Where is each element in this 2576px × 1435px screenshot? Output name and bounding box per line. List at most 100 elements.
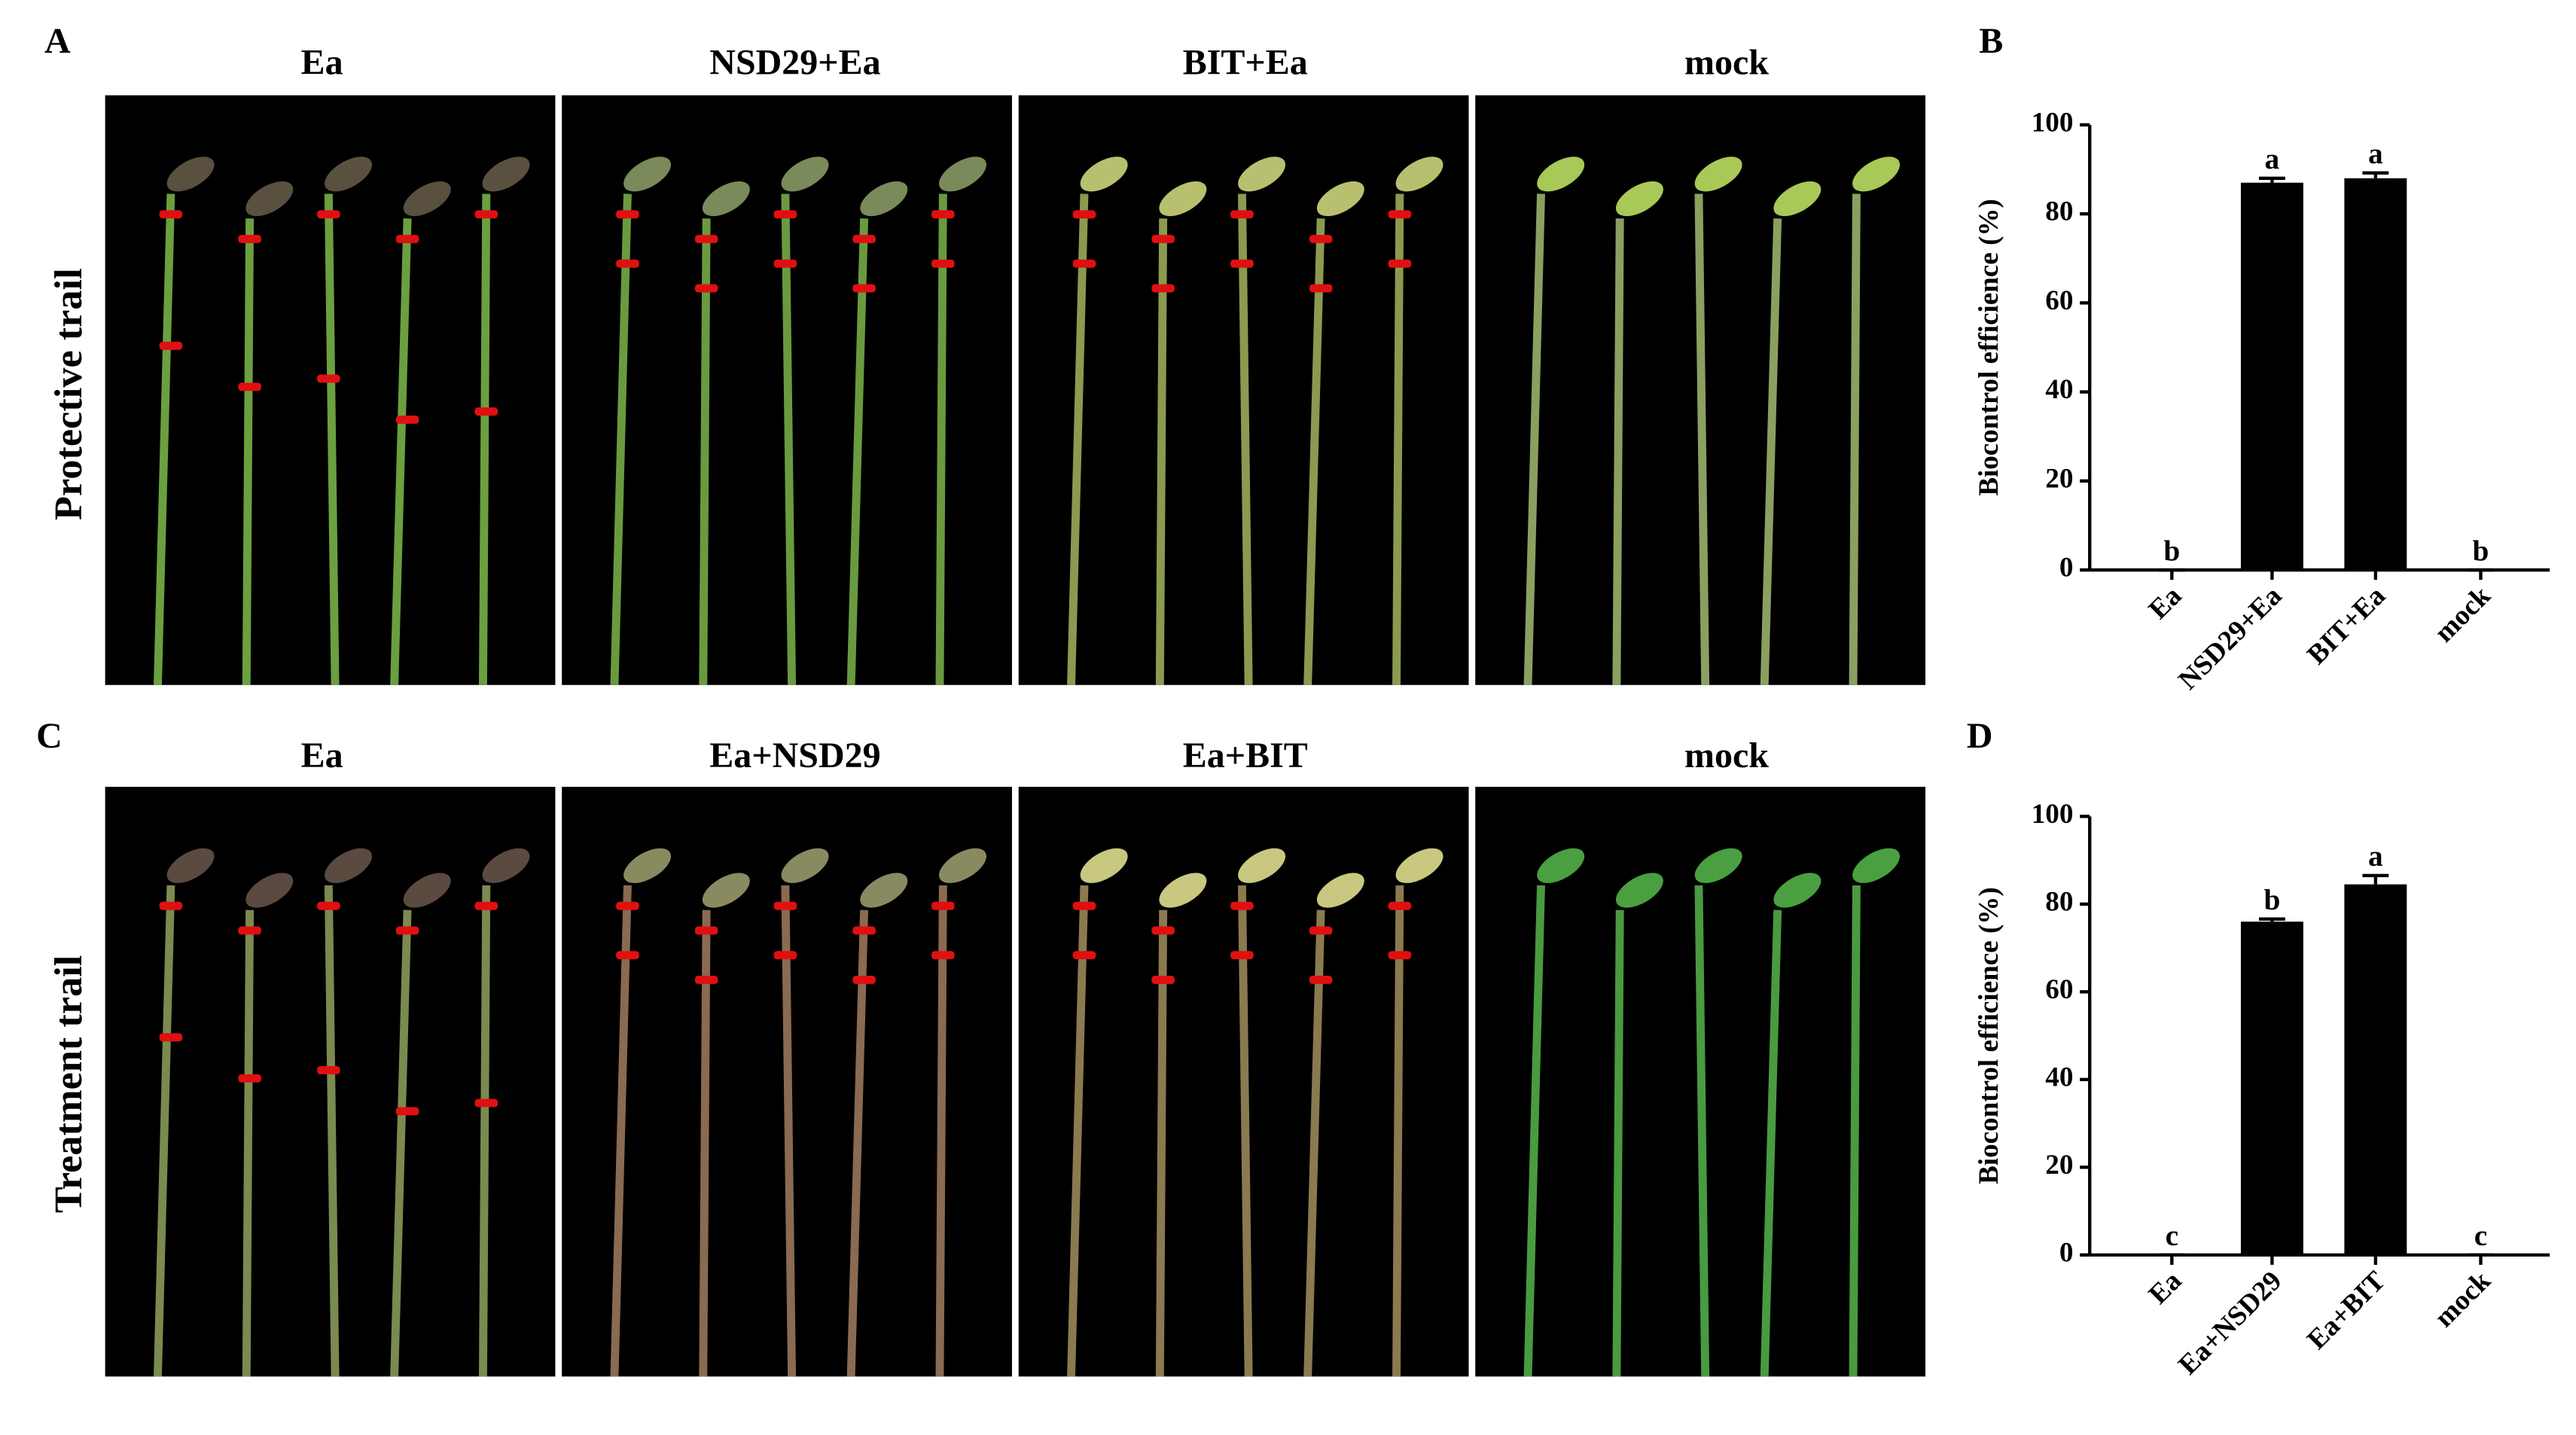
- stem: [1760, 909, 1782, 1377]
- lesion-mark: [773, 259, 797, 268]
- row-label: Treatment trail: [47, 955, 90, 1214]
- x-tick-label: mock: [2428, 1266, 2496, 1333]
- stem: [1849, 885, 1861, 1377]
- stem: [478, 193, 491, 685]
- stem: [781, 885, 797, 1377]
- stem: [1303, 909, 1325, 1377]
- lesion-mark: [474, 407, 498, 416]
- leaf: [403, 873, 451, 908]
- lesion-mark: [1230, 259, 1254, 268]
- significance-letter: b: [2264, 884, 2280, 916]
- bar: [2344, 178, 2407, 571]
- lesion-mark: [616, 951, 639, 960]
- photo-title: Ea: [301, 736, 343, 775]
- bar: [2240, 922, 2303, 1255]
- lesion-mark: [1072, 259, 1096, 268]
- stem: [153, 885, 175, 1377]
- lesion-mark: [1151, 926, 1175, 935]
- lesion-mark: [694, 975, 718, 984]
- y-tick-label: 100: [2032, 107, 2074, 138]
- y-tick-label: 40: [2045, 374, 2073, 405]
- lesion-mark: [773, 901, 797, 910]
- leaf: [1615, 873, 1663, 908]
- photo-title: BIT+Ea: [1183, 42, 1308, 82]
- leaf: [702, 873, 750, 908]
- lesion-mark: [931, 951, 955, 960]
- photo-title: mock: [1684, 42, 1769, 82]
- stem: [699, 909, 711, 1377]
- stem: [1155, 909, 1168, 1377]
- stem: [1523, 885, 1545, 1377]
- lesion-mark: [317, 374, 340, 383]
- leaf: [1238, 157, 1286, 192]
- lesion-mark: [1309, 975, 1333, 984]
- leaf: [403, 181, 451, 217]
- stem: [1694, 885, 1710, 1377]
- lesion-mark: [238, 926, 261, 935]
- y-tick-label: 0: [2059, 1237, 2074, 1268]
- stem: [242, 218, 255, 685]
- stem: [935, 885, 947, 1377]
- lesion-mark: [1309, 234, 1333, 243]
- lesion-mark: [931, 210, 955, 219]
- stem: [610, 193, 632, 685]
- leaf: [939, 157, 986, 192]
- lesion-mark: [1151, 284, 1175, 293]
- leaf: [1694, 157, 1742, 192]
- leaf: [1694, 848, 1742, 883]
- leaf: [1537, 157, 1585, 192]
- stem: [1067, 885, 1089, 1377]
- lesion-mark: [474, 901, 498, 910]
- lesion-mark: [1151, 234, 1175, 243]
- lesion-mark: [852, 234, 876, 243]
- stem: [1237, 193, 1253, 685]
- stem: [1303, 218, 1325, 685]
- lesion-mark: [773, 951, 797, 960]
- leaf: [702, 181, 750, 217]
- leaf: [325, 848, 372, 883]
- leaf: [781, 848, 829, 883]
- lesion-mark: [616, 210, 639, 219]
- y-tick-label: 20: [2045, 1150, 2073, 1181]
- lesion-mark: [931, 259, 955, 268]
- lesion-mark: [395, 926, 419, 935]
- lesion-mark: [694, 284, 718, 293]
- significance-letter: a: [2368, 840, 2383, 873]
- lesion-mark: [238, 234, 261, 243]
- bar: [2240, 182, 2303, 571]
- lesion-mark: [159, 901, 183, 910]
- stem: [1849, 193, 1861, 685]
- leaf: [245, 873, 294, 908]
- x-tick-label: mock: [2428, 580, 2496, 648]
- lesion-mark: [1388, 259, 1412, 268]
- lesion-mark: [395, 415, 419, 424]
- stem: [153, 193, 175, 685]
- photo-title: mock: [1684, 736, 1769, 775]
- stem: [390, 909, 412, 1377]
- y-tick-label: 60: [2045, 285, 2073, 316]
- photo-title: Ea+BIT: [1183, 736, 1308, 775]
- stem: [935, 193, 947, 685]
- leaf: [482, 157, 530, 192]
- x-tick-label: Ea+BIT: [2301, 1266, 2392, 1356]
- lesion-mark: [1388, 951, 1412, 960]
- panel-label: A: [44, 21, 71, 61]
- panel-label: C: [36, 716, 62, 756]
- lesion-mark: [474, 1098, 498, 1107]
- lesion-mark: [317, 210, 340, 219]
- lesion-mark: [1230, 951, 1254, 960]
- stem: [390, 218, 412, 685]
- leaf: [1773, 873, 1821, 908]
- significance-letter: c: [2166, 1220, 2178, 1252]
- lesion-mark: [1230, 210, 1254, 219]
- stem: [846, 218, 869, 685]
- leaf: [1316, 873, 1364, 908]
- y-axis-label: Biocontrol efficience (%): [1974, 199, 2004, 496]
- leaf: [1238, 848, 1286, 883]
- row-label: Protective trail: [47, 268, 90, 520]
- leaf: [1080, 157, 1128, 192]
- stem: [1523, 193, 1545, 685]
- lesion-mark: [238, 382, 261, 392]
